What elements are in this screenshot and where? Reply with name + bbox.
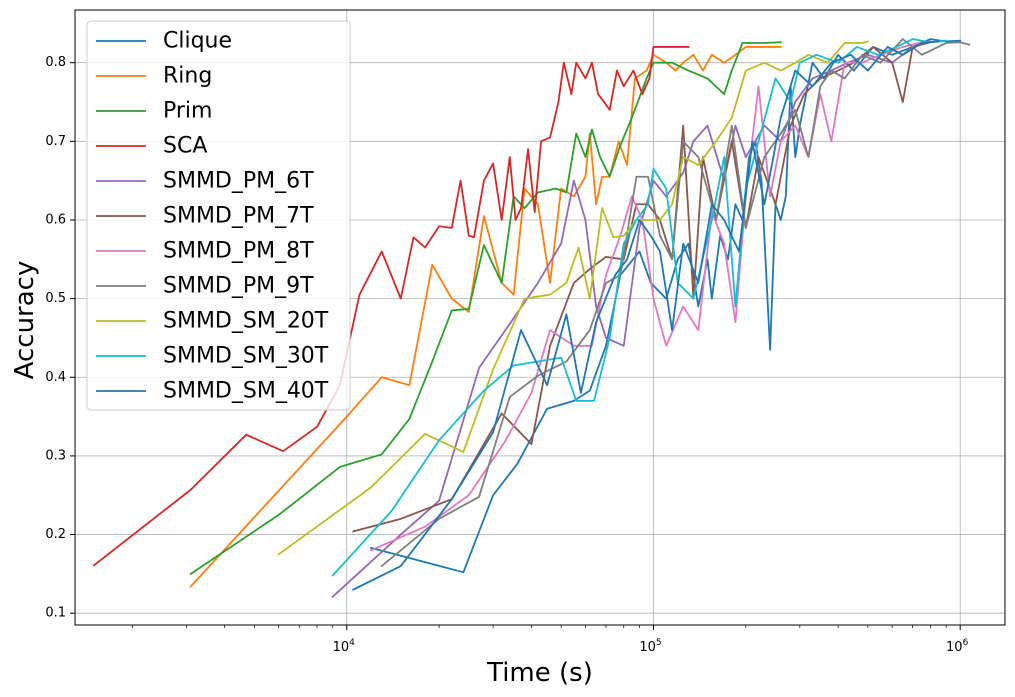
series-line-smmd-pm-7t bbox=[352, 41, 932, 533]
legend-label: SMMD_SM_40T bbox=[163, 379, 329, 404]
x-tick-exponent: 6 bbox=[963, 638, 969, 648]
legend-label: SMMD_SM_30T bbox=[163, 344, 329, 369]
x-axis-title: Time (s) bbox=[486, 658, 593, 688]
y-tick-label: 0.2 bbox=[45, 527, 66, 542]
legend-label: SMMD_SM_20T bbox=[163, 309, 329, 334]
x-tick-exponent: 5 bbox=[656, 638, 662, 648]
x-tick-label: 105 bbox=[639, 638, 661, 655]
series-line-smmd-pm-8t bbox=[369, 41, 923, 552]
y-tick-label: 0.6 bbox=[45, 212, 66, 227]
legend-entry: SMMD_PM_9T bbox=[96, 274, 314, 299]
legend-label: SMMD_PM_7T bbox=[163, 204, 314, 229]
legend-label: SMMD_PM_8T bbox=[163, 239, 314, 264]
legend: Clique Ring Prim SCA SMMD_PM_6T SMMD_PM_7T SMM… bbox=[86, 20, 351, 411]
legend-box bbox=[86, 20, 351, 411]
legend-label: Ring bbox=[163, 64, 212, 89]
x-tick-exponent: 4 bbox=[349, 638, 355, 648]
series-line-smmd-pm-9t bbox=[380, 38, 971, 568]
y-tick-label: 0.5 bbox=[45, 291, 66, 306]
y-axis-title: Accuracy bbox=[10, 261, 40, 380]
x-tick-label: 104 bbox=[333, 638, 356, 655]
legend-entry: SMMD_SM_30T bbox=[96, 344, 329, 369]
y-tick-label: 0.4 bbox=[45, 370, 66, 385]
x-tick-base: 10 bbox=[333, 640, 350, 655]
legend-entry: Clique bbox=[96, 29, 232, 54]
x-tick-base: 10 bbox=[639, 640, 656, 655]
legend-entry: SMMD_PM_8T bbox=[96, 239, 314, 264]
legend-label: SMMD_PM_6T bbox=[163, 169, 314, 194]
legend-entry: Ring bbox=[96, 64, 212, 89]
series-layer bbox=[92, 38, 971, 598]
legend-entry: SCA bbox=[96, 134, 207, 159]
y-tick-label: 0.1 bbox=[45, 606, 66, 621]
x-tick-base: 10 bbox=[946, 640, 963, 655]
series-line-clique bbox=[369, 38, 962, 574]
legend-entry: SMMD_PM_6T bbox=[96, 169, 314, 194]
series-line-smmd-sm-30t bbox=[331, 38, 948, 577]
legend-entry: SMMD_SM_20T bbox=[96, 309, 329, 334]
x-tick-label: 106 bbox=[946, 638, 969, 655]
y-axis: 0.1 0.2 0.3 0.4 0.5 0.6 0.7 0.8 bbox=[45, 55, 75, 621]
y-tick-label: 0.3 bbox=[45, 448, 66, 463]
legend-label: SMMD_PM_9T bbox=[163, 274, 314, 299]
legend-label: SCA bbox=[163, 134, 207, 159]
legend-label: Prim bbox=[163, 99, 212, 124]
legend-entry: SMMD_SM_40T bbox=[96, 379, 329, 404]
series-line-prim bbox=[189, 41, 782, 576]
series-line-smmd-sm-20t bbox=[277, 40, 869, 556]
x-axis: 104 105 106 bbox=[132, 625, 969, 655]
legend-entry: SMMD_PM_7T bbox=[96, 204, 314, 229]
plot-frame bbox=[74, 9, 1006, 626]
series-line-smmd-sm-40t bbox=[352, 40, 940, 591]
legend-entry: Prim bbox=[96, 99, 212, 124]
y-tick-label: 0.7 bbox=[45, 134, 66, 149]
y-tick-label: 0.8 bbox=[45, 55, 66, 70]
legend-label: Clique bbox=[163, 29, 232, 54]
series-line-sca bbox=[92, 46, 690, 567]
